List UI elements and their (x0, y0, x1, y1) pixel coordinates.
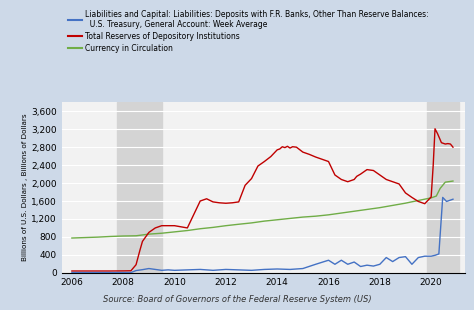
Bar (117, 102, 162, 273)
Legend: Liabilities and Capital: Liabilities: Deposits with F.R. Banks, Other Than Reser: Liabilities and Capital: Liabilities: De… (65, 7, 432, 56)
Text: Source: Board of Governors of the Federal Reserve System (US): Source: Board of Governors of the Federa… (103, 295, 371, 304)
Y-axis label: Billions of U.S. Dollars , Billions of Dollars: Billions of U.S. Dollars , Billions of D… (22, 114, 28, 261)
Bar (427, 102, 459, 273)
